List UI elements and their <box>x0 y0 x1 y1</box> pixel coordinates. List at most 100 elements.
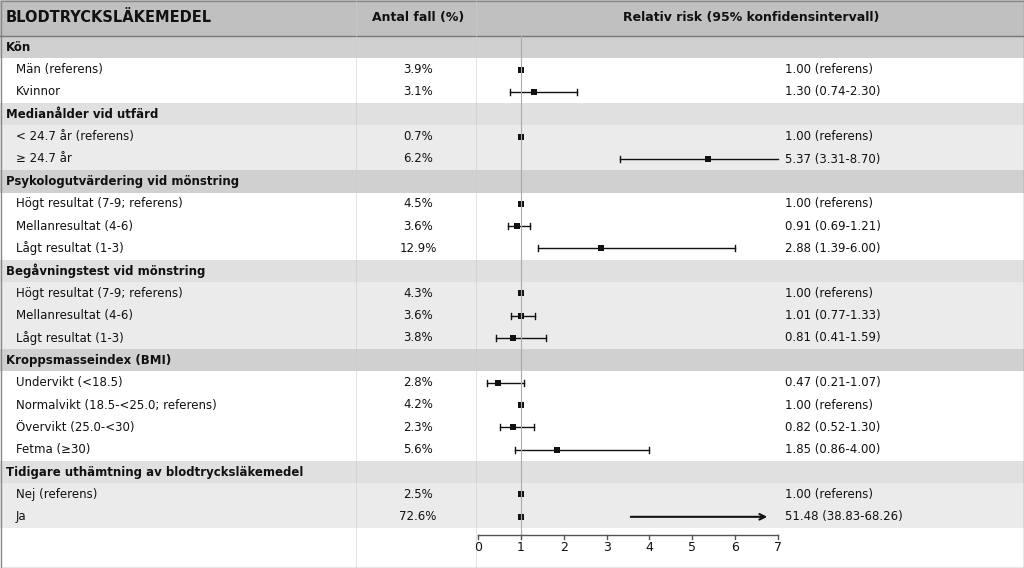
Bar <box>530 89 537 95</box>
Bar <box>510 424 516 431</box>
Bar <box>518 402 524 408</box>
Bar <box>0 81 1024 103</box>
Text: Kön: Kön <box>6 41 32 54</box>
Text: 1.00 (referens): 1.00 (referens) <box>785 488 873 501</box>
Bar <box>0 282 1024 304</box>
Text: Antal fall (%): Antal fall (%) <box>372 11 464 24</box>
Bar <box>598 245 604 252</box>
Text: 3: 3 <box>603 541 610 554</box>
Text: 4: 4 <box>645 541 653 554</box>
Bar <box>510 335 516 341</box>
Text: Psykologutvärdering vid mönstring: Psykologutvärdering vid mönstring <box>6 175 240 188</box>
Text: Ja: Ja <box>16 510 27 523</box>
Text: 7: 7 <box>774 541 782 554</box>
Text: 3.6%: 3.6% <box>403 309 433 322</box>
Bar <box>0 36 1024 59</box>
Bar <box>518 290 524 296</box>
Bar <box>0 237 1024 260</box>
Bar <box>518 66 524 73</box>
Text: Medianålder vid utfärd: Medianålder vid utfärd <box>6 108 159 121</box>
Bar <box>0 506 1024 528</box>
Text: 1.00 (referens): 1.00 (referens) <box>785 63 873 76</box>
Text: 6.2%: 6.2% <box>403 152 433 165</box>
Bar <box>0 59 1024 81</box>
Text: 2.8%: 2.8% <box>403 376 433 389</box>
Bar <box>0 215 1024 237</box>
Text: ≥ 24.7 år: ≥ 24.7 år <box>16 152 72 165</box>
Text: 2.5%: 2.5% <box>403 488 433 501</box>
Bar <box>0 461 1024 483</box>
Text: 0.82 (0.52-1.30): 0.82 (0.52-1.30) <box>785 421 881 434</box>
Text: Normalvikt (18.5-<25.0; referens): Normalvikt (18.5-<25.0; referens) <box>16 399 217 411</box>
Bar <box>0 371 1024 394</box>
Bar <box>554 446 560 453</box>
Bar <box>518 133 524 140</box>
Text: 1.00 (referens): 1.00 (referens) <box>785 130 873 143</box>
Text: 0.81 (0.41-1.59): 0.81 (0.41-1.59) <box>785 331 881 344</box>
Text: Högt resultat (7-9; referens): Högt resultat (7-9; referens) <box>16 287 182 300</box>
Bar <box>0 483 1024 506</box>
Bar <box>706 156 711 162</box>
Text: 5.6%: 5.6% <box>403 443 433 456</box>
Text: 12.9%: 12.9% <box>399 242 436 255</box>
Bar <box>0 394 1024 416</box>
Text: 72.6%: 72.6% <box>399 510 436 523</box>
Text: 3.6%: 3.6% <box>403 220 433 232</box>
Text: Nej (referens): Nej (referens) <box>16 488 97 501</box>
Text: Fetma (≥30): Fetma (≥30) <box>16 443 90 456</box>
Text: 1.00 (referens): 1.00 (referens) <box>785 197 873 210</box>
Bar <box>518 491 524 498</box>
Bar <box>0 304 1024 327</box>
Text: 2: 2 <box>560 541 567 554</box>
Bar <box>518 312 524 319</box>
Bar <box>0 349 1024 371</box>
Bar <box>0 103 1024 126</box>
Text: Tidigare uthämtning av blodtrycksläkemedel: Tidigare uthämtning av blodtrycksläkemed… <box>6 466 303 479</box>
Text: 3.9%: 3.9% <box>403 63 433 76</box>
Text: 0.7%: 0.7% <box>403 130 433 143</box>
Bar <box>0 126 1024 148</box>
Text: Relativ risk (95% konfidensintervall): Relativ risk (95% konfidensintervall) <box>623 11 880 24</box>
Bar <box>0 0 1024 36</box>
Bar <box>496 379 501 386</box>
Text: 1: 1 <box>517 541 524 554</box>
Text: Kvinnor: Kvinnor <box>16 85 61 98</box>
Bar <box>0 170 1024 193</box>
Text: Mellanresultat (4-6): Mellanresultat (4-6) <box>16 309 133 322</box>
Text: 2.3%: 2.3% <box>403 421 433 434</box>
Text: BLODTRYCKSLÄKEMEDEL: BLODTRYCKSLÄKEMEDEL <box>6 10 212 26</box>
Text: 3.1%: 3.1% <box>403 85 433 98</box>
Text: 6: 6 <box>731 541 739 554</box>
Text: Högt resultat (7-9; referens): Högt resultat (7-9; referens) <box>16 197 182 210</box>
Text: 1.00 (referens): 1.00 (referens) <box>785 399 873 411</box>
Text: 4.2%: 4.2% <box>403 399 433 411</box>
Bar <box>514 223 520 229</box>
Text: 3.8%: 3.8% <box>403 331 433 344</box>
Text: 5: 5 <box>688 541 696 554</box>
Bar <box>0 416 1024 438</box>
Text: 51.48 (38.83-68.26): 51.48 (38.83-68.26) <box>785 510 903 523</box>
Text: 1.85 (0.86-4.00): 1.85 (0.86-4.00) <box>785 443 881 456</box>
Text: 0.47 (0.21-1.07): 0.47 (0.21-1.07) <box>785 376 881 389</box>
Text: Män (referens): Män (referens) <box>16 63 102 76</box>
Bar <box>0 327 1024 349</box>
Text: Begåvningstest vid mönstring: Begåvningstest vid mönstring <box>6 264 206 278</box>
Text: Undervikt (<18.5): Undervikt (<18.5) <box>16 376 123 389</box>
Text: 4.5%: 4.5% <box>403 197 433 210</box>
Bar <box>518 201 524 207</box>
Bar <box>0 193 1024 215</box>
Text: Övervikt (25.0-<30): Övervikt (25.0-<30) <box>16 421 134 434</box>
Text: 0.91 (0.69-1.21): 0.91 (0.69-1.21) <box>785 220 881 232</box>
Bar <box>0 260 1024 282</box>
Text: Lågt resultat (1-3): Lågt resultat (1-3) <box>16 331 124 345</box>
Text: < 24.7 år (referens): < 24.7 år (referens) <box>16 130 134 143</box>
Text: 2.88 (1.39-6.00): 2.88 (1.39-6.00) <box>785 242 881 255</box>
Bar <box>518 514 524 520</box>
Text: Lågt resultat (1-3): Lågt resultat (1-3) <box>16 241 124 256</box>
Text: Kroppsmasseindex (BMI): Kroppsmasseindex (BMI) <box>6 354 171 367</box>
Bar <box>0 438 1024 461</box>
Bar <box>0 148 1024 170</box>
Text: 4.3%: 4.3% <box>403 287 433 300</box>
Text: 1.00 (referens): 1.00 (referens) <box>785 287 873 300</box>
Text: 0: 0 <box>474 541 482 554</box>
